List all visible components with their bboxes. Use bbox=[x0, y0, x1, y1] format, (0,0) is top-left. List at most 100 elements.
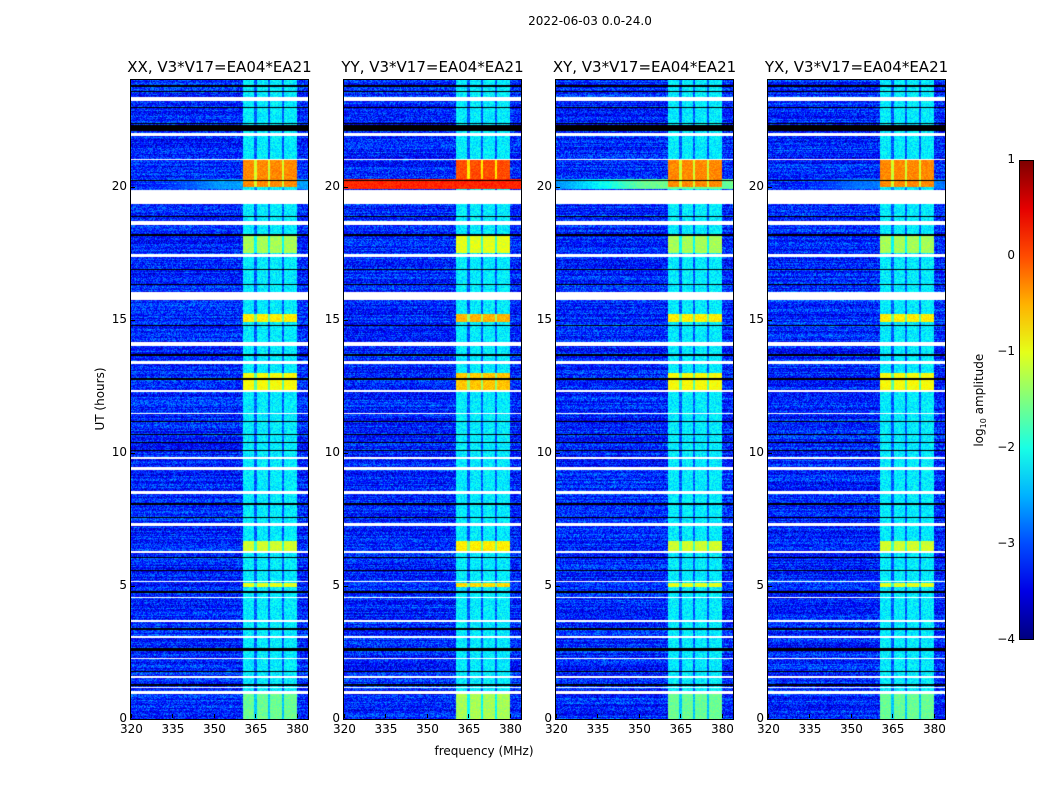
y-tick-mark bbox=[768, 452, 772, 454]
heatmap-image bbox=[768, 80, 945, 719]
x-tick-label: 350 bbox=[839, 722, 863, 736]
x-tick-label: 350 bbox=[202, 722, 226, 736]
x-tick-label: 320 bbox=[120, 722, 143, 736]
colorbar-tick-label: 0 bbox=[1007, 248, 1015, 262]
y-tick-label: 0 bbox=[544, 711, 552, 725]
y-tick-mark bbox=[131, 319, 135, 321]
x-tick-label: 380 bbox=[285, 722, 309, 736]
y-tick-mark bbox=[768, 186, 772, 188]
panel-title: YY, V3*V17=EA04*EA21 bbox=[341, 58, 524, 76]
y-tick-mark bbox=[131, 186, 135, 188]
colorbar-tick-label: −2 bbox=[997, 440, 1015, 454]
waterfall-panel-3: YX, V3*V17=EA04*EA21 320 335 350 365 380 0 5 10 1… bbox=[749, 58, 948, 736]
x-tick-mark bbox=[850, 714, 852, 718]
x-tick-label: 320 bbox=[333, 722, 356, 736]
x-axis-label: frequency (MHz) bbox=[434, 744, 534, 758]
y-tick-label: 15 bbox=[111, 311, 127, 326]
x-tick-mark bbox=[768, 714, 769, 718]
y-tick-mark bbox=[768, 319, 772, 321]
y-tick-mark bbox=[556, 719, 560, 720]
x-tick-label: 320 bbox=[757, 722, 780, 736]
y-tick-mark bbox=[344, 452, 348, 454]
x-tick-label: 335 bbox=[161, 722, 185, 736]
x-tick-label: 365 bbox=[457, 722, 481, 736]
x-tick-mark bbox=[933, 714, 935, 718]
panel-title: XY, V3*V17=EA04*EA21 bbox=[552, 58, 737, 76]
x-tick-mark bbox=[426, 714, 428, 718]
y-tick-mark bbox=[344, 585, 348, 587]
x-tick-mark bbox=[556, 714, 557, 718]
y-tick-label: 5 bbox=[756, 577, 764, 592]
y-tick-mark bbox=[768, 585, 772, 587]
y-tick-label: 0 bbox=[332, 711, 340, 725]
x-tick-label: 350 bbox=[415, 722, 439, 736]
y-tick-mark bbox=[768, 719, 772, 720]
x-tick-label: 335 bbox=[586, 722, 610, 736]
heatmap-image bbox=[131, 80, 308, 719]
x-tick-label: 365 bbox=[881, 722, 905, 736]
figure-title: 2022-06-03 0.0-24.0 bbox=[528, 14, 652, 28]
x-tick-mark bbox=[172, 714, 174, 718]
y-tick-label: 0 bbox=[119, 711, 127, 725]
x-tick-mark bbox=[468, 714, 470, 718]
x-tick-mark bbox=[385, 714, 387, 718]
y-tick-label: 5 bbox=[332, 577, 340, 592]
y-tick-mark bbox=[344, 719, 348, 720]
x-tick-label: 380 bbox=[922, 722, 946, 736]
y-tick-label: 20 bbox=[748, 178, 764, 193]
x-tick-label: 335 bbox=[798, 722, 822, 736]
colorbar-tick-label: −3 bbox=[997, 536, 1015, 550]
y-tick-mark bbox=[556, 319, 560, 321]
waterfall-panel-0: XX, V3*V17=EA04*EA21 320 335 350 365 380 0 5 10 1… bbox=[112, 58, 312, 736]
x-tick-mark bbox=[213, 714, 215, 718]
colorbar-label: log10 amplitude bbox=[971, 353, 989, 447]
y-tick-mark bbox=[344, 319, 348, 321]
heatmap-image bbox=[344, 80, 521, 719]
y-tick-mark bbox=[344, 186, 348, 188]
y-tick-mark bbox=[131, 719, 135, 720]
y-tick-label: 15 bbox=[748, 311, 764, 326]
x-tick-label: 320 bbox=[545, 722, 568, 736]
x-tick-mark bbox=[680, 714, 682, 718]
heatmap-image bbox=[556, 80, 733, 719]
x-tick-label: 380 bbox=[498, 722, 522, 736]
x-tick-label: 365 bbox=[244, 722, 268, 736]
y-tick-label: 20 bbox=[324, 178, 340, 193]
x-tick-mark bbox=[509, 714, 511, 718]
x-tick-mark bbox=[344, 714, 345, 718]
y-tick-label: 5 bbox=[544, 577, 552, 592]
y-tick-label: 10 bbox=[748, 444, 764, 459]
y-axis-label: UT (hours) bbox=[93, 367, 107, 431]
y-tick-mark bbox=[131, 585, 135, 587]
y-tick-mark bbox=[556, 585, 560, 587]
waterfall-panel-2: XY, V3*V17=EA04*EA21 320 335 350 365 380 0 5 10 1… bbox=[537, 58, 736, 736]
x-tick-mark bbox=[721, 714, 723, 718]
x-tick-mark bbox=[809, 714, 811, 718]
x-tick-mark bbox=[597, 714, 599, 718]
y-tick-label: 15 bbox=[536, 311, 552, 326]
y-tick-label: 20 bbox=[111, 178, 127, 193]
x-tick-mark bbox=[255, 714, 257, 718]
colorbar bbox=[1019, 160, 1034, 640]
y-tick-label: 10 bbox=[536, 444, 552, 459]
x-tick-label: 350 bbox=[627, 722, 651, 736]
x-tick-mark bbox=[892, 714, 894, 718]
panel-title: XX, V3*V17=EA04*EA21 bbox=[127, 58, 312, 76]
y-tick-mark bbox=[556, 186, 560, 188]
y-tick-label: 15 bbox=[324, 311, 340, 326]
colorbar-tick-label: −1 bbox=[997, 344, 1015, 358]
y-tick-label: 0 bbox=[756, 711, 764, 725]
y-tick-label: 10 bbox=[324, 444, 340, 459]
x-tick-label: 380 bbox=[710, 722, 734, 736]
y-tick-label: 10 bbox=[111, 444, 127, 459]
x-tick-label: 335 bbox=[374, 722, 398, 736]
x-tick-mark bbox=[131, 714, 132, 718]
x-tick-mark bbox=[296, 714, 298, 718]
colorbar-tick-label: 1 bbox=[1007, 152, 1015, 166]
panel-title: YX, V3*V17=EA04*EA21 bbox=[764, 58, 949, 76]
y-tick-label: 20 bbox=[536, 178, 552, 193]
y-tick-mark bbox=[131, 452, 135, 454]
x-tick-label: 365 bbox=[669, 722, 693, 736]
colorbar-tick-label: −4 bbox=[997, 632, 1015, 646]
